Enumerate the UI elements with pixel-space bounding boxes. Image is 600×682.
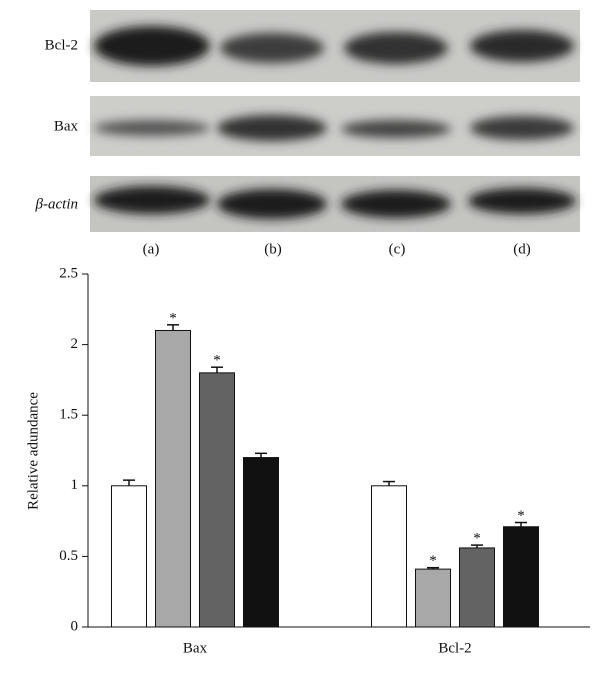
y-tick-label: 0 [71, 618, 79, 634]
y-tick-label: 2.5 [59, 265, 78, 281]
y-tick-label: 1 [71, 477, 79, 493]
significance-mark: * [213, 353, 221, 369]
lane-label: (d) [513, 241, 531, 257]
significance-mark: * [473, 531, 481, 547]
y-tick-label: 0.5 [59, 548, 78, 564]
bar [371, 485, 407, 628]
blot-row-label: Bcl-2 [45, 37, 78, 53]
lane-label: (a) [143, 241, 160, 257]
bar [243, 457, 279, 628]
y-tick-label: 1.5 [59, 407, 78, 423]
blot-row-label: Bax [54, 118, 79, 134]
bar [415, 568, 451, 628]
significance-mark: * [169, 310, 177, 326]
blot [90, 10, 580, 232]
bar [459, 547, 495, 628]
significance-mark: * [517, 508, 525, 524]
lane-label: (b) [264, 241, 282, 257]
significance-mark: * [429, 553, 437, 569]
blot-row-label: β-actin [35, 196, 78, 212]
x-tick-label: Bax [183, 640, 208, 656]
lane-label: (c) [389, 241, 406, 257]
y-tick-label: 2 [71, 336, 79, 352]
y-axis-label: Relative adundance [25, 392, 41, 510]
bar [155, 329, 191, 628]
bar [503, 526, 539, 628]
bar [199, 372, 235, 628]
x-tick-label: Bcl-2 [438, 640, 471, 656]
bar [111, 485, 147, 628]
